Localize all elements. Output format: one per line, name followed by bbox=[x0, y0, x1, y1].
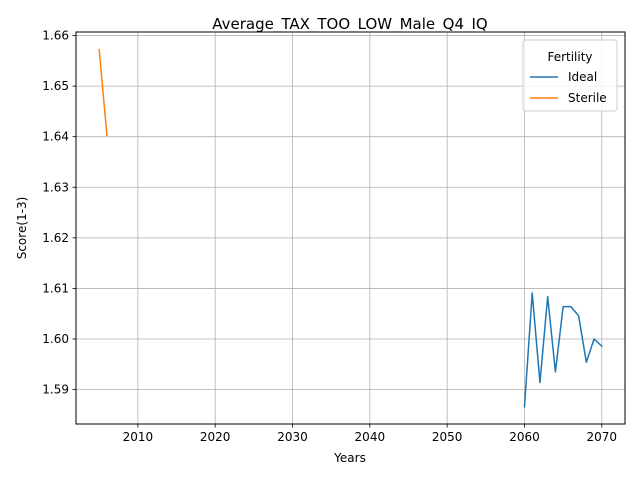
x-axis-label: Years bbox=[333, 451, 366, 465]
x-tick-label: 2010 bbox=[123, 430, 154, 444]
legend: Fertility Ideal Sterile bbox=[522, 39, 618, 112]
axis-ticks: 2010 2020 2030 2040 2050 2060 2070 1.59 1.60 1.61… bbox=[42, 29, 617, 444]
chart-title: Average_TAX_TOO_LOW_Male_Q4_IQ bbox=[212, 15, 487, 34]
legend-box bbox=[522, 39, 618, 112]
plot-lines bbox=[98, 48, 603, 408]
y-tick-label: 1.59 bbox=[42, 383, 69, 397]
x-tick-label: 2030 bbox=[277, 430, 308, 444]
legend-title: Fertility bbox=[547, 50, 592, 64]
y-tick-label: 1.61 bbox=[42, 281, 69, 295]
y-tick-label: 1.60 bbox=[42, 332, 69, 346]
y-tick-label: 1.63 bbox=[42, 180, 69, 194]
plot-frame bbox=[75, 31, 626, 425]
y-tick-label: 1.62 bbox=[42, 231, 69, 245]
x-tick-label: 2060 bbox=[509, 430, 540, 444]
x-tick-label: 2040 bbox=[355, 430, 386, 444]
y-tick-label: 1.65 bbox=[42, 79, 69, 93]
grid bbox=[76, 32, 625, 424]
legend-label-sterile: Sterile bbox=[568, 91, 607, 105]
x-tick-label: 2020 bbox=[200, 430, 231, 444]
y-tick-label: 1.64 bbox=[42, 130, 69, 144]
series-line-sterile bbox=[98, 48, 108, 136]
series-line-ideal bbox=[523, 292, 603, 408]
x-tick-label: 2070 bbox=[587, 430, 618, 444]
x-tick-label: 2050 bbox=[432, 430, 463, 444]
legend-label-ideal: Ideal bbox=[568, 70, 597, 84]
y-tick-label: 1.66 bbox=[42, 29, 69, 43]
y-axis-label: Score(1-3) bbox=[15, 197, 29, 260]
